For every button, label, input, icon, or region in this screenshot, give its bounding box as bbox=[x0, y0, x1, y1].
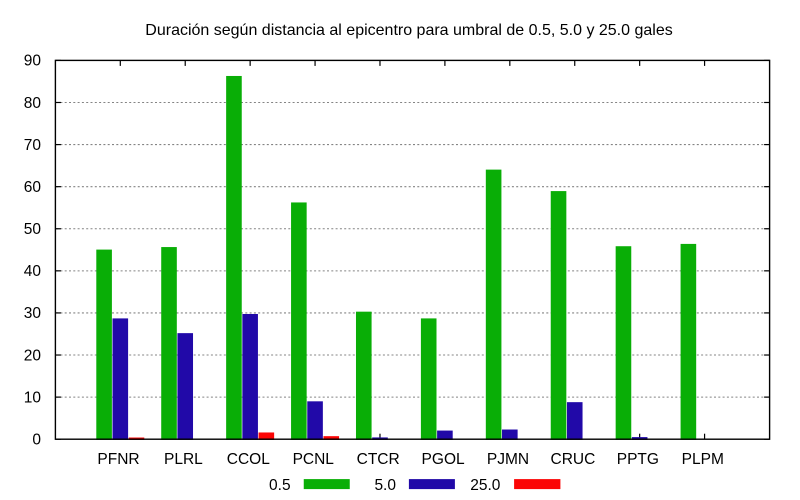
svg-text:CRUC: CRUC bbox=[551, 451, 596, 468]
svg-text:0.5: 0.5 bbox=[269, 477, 291, 494]
svg-text:CCOL: CCOL bbox=[227, 451, 270, 468]
svg-text:5.0: 5.0 bbox=[374, 477, 396, 494]
svg-text:25.0: 25.0 bbox=[470, 477, 501, 494]
svg-text:PCNL: PCNL bbox=[293, 451, 335, 468]
svg-text:70: 70 bbox=[24, 137, 42, 154]
svg-text:0: 0 bbox=[32, 432, 41, 449]
svg-text:30: 30 bbox=[24, 305, 42, 322]
svg-text:PJMN: PJMN bbox=[487, 451, 529, 468]
svg-text:Duración según distancia al ep: Duración según distancia al epicentro pa… bbox=[145, 22, 672, 39]
svg-text:90: 90 bbox=[24, 53, 42, 70]
svg-text:60: 60 bbox=[24, 179, 42, 196]
svg-text:CTCR: CTCR bbox=[357, 451, 400, 468]
svg-text:PLRL: PLRL bbox=[164, 451, 203, 468]
svg-text:80: 80 bbox=[24, 95, 42, 112]
svg-text:PGOL: PGOL bbox=[422, 451, 465, 468]
svg-text:PLPM: PLPM bbox=[682, 451, 724, 468]
svg-text:50: 50 bbox=[24, 221, 42, 238]
svg-text:40: 40 bbox=[24, 263, 42, 280]
svg-text:PPTG: PPTG bbox=[617, 451, 659, 468]
svg-text:PFNR: PFNR bbox=[97, 451, 139, 468]
svg-text:10: 10 bbox=[24, 389, 42, 406]
svg-text:20: 20 bbox=[24, 347, 42, 364]
